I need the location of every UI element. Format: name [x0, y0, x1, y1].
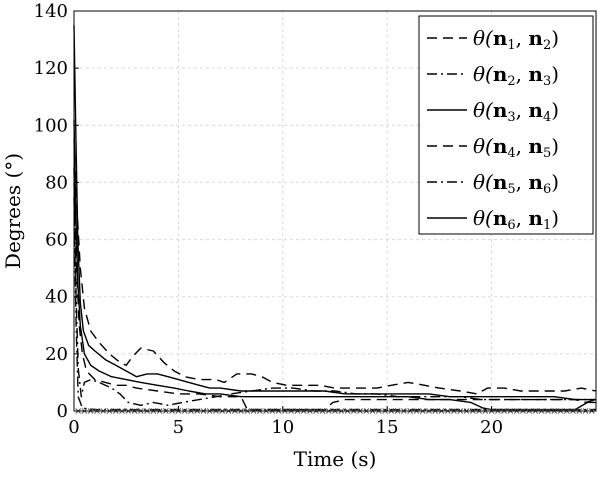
x-axis-label: Time (s) [294, 447, 377, 471]
y-tick-label: 20 [45, 344, 68, 365]
series-line-1 [73, 139, 597, 395]
y-tick-label: 100 [34, 115, 68, 136]
legend-box [418, 15, 594, 235]
series-line-4 [73, 182, 597, 411]
y-tick-label: 0 [57, 401, 68, 422]
axis-ticks: 0 5 10 15 20 0 20 40 60 80 100 120 140 [34, 1, 503, 438]
x-tick-label: 10 [271, 417, 294, 438]
x-tick-label: 15 [376, 417, 399, 438]
y-tick-label: 80 [45, 172, 68, 193]
y-tick-label: 140 [34, 1, 68, 22]
legend-label-6: θ(n6, n1) [473, 206, 559, 233]
plot-area-frame [73, 10, 597, 412]
x-tick-label: 20 [480, 417, 503, 438]
legend: θ(n1, n2) θ(n2, n3) θ(n3, n4) θ(n4, n5) θ(n5… [418, 15, 594, 235]
y-tick-label: 40 [45, 287, 68, 308]
series-line-3 [73, 25, 596, 401]
y-tick-label: 60 [45, 230, 68, 251]
legend-label-3: θ(n3, n4) [473, 98, 559, 125]
legend-label-2: θ(n2, n3) [473, 62, 559, 89]
legend-label-5: θ(n5, n6) [473, 170, 559, 197]
y-axis-label: Degrees (°) [1, 153, 25, 269]
x-tick-label: 5 [173, 417, 184, 438]
legend-label-1: θ(n1, n2) [473, 26, 559, 53]
legend-label-4: θ(n4, n5) [473, 134, 559, 161]
y-tick-label: 120 [34, 58, 68, 79]
x-tick-label: 0 [68, 417, 79, 438]
